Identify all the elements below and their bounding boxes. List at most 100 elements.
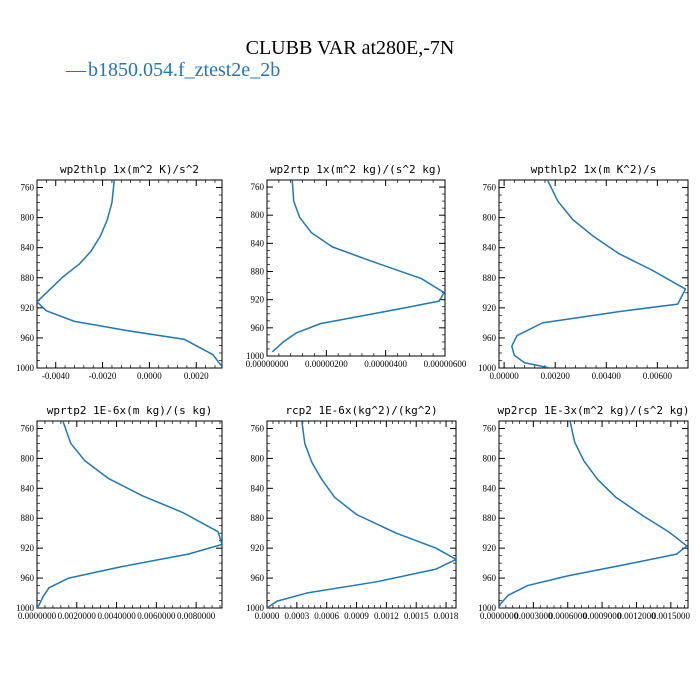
panel-6: wp2rcp 1E-3x(m^2 kg)/(s^2 kg)760 800 840 88… <box>478 404 690 621</box>
y-tick-label: 840 <box>21 243 35 253</box>
x-tick-label: 0.0012 <box>374 611 399 621</box>
y-tick-label: 880 <box>251 513 265 523</box>
y-tick-label: 960 <box>483 573 497 583</box>
x-tick-label: 0.00200 <box>541 371 571 381</box>
x-tick-label: 0.00000200 <box>305 359 348 369</box>
plot-frame <box>36 420 223 609</box>
x-tick-label: 0.0000 <box>255 611 280 621</box>
y-tick-label: 920 <box>251 295 265 305</box>
y-tick-label: 960 <box>251 573 265 583</box>
y-tick-label: 800 <box>21 453 35 463</box>
y-tick-label: 920 <box>251 543 265 553</box>
y-tick-label: 800 <box>483 453 497 463</box>
x-tick-label: 0.0000000 <box>480 611 519 621</box>
y-tick-label: 840 <box>251 238 265 248</box>
y-tick-label: 920 <box>483 543 497 553</box>
x-tick-label: 0.0000000 <box>18 611 57 621</box>
y-tick-label: 760 <box>21 183 35 193</box>
x-tick-label: 0.0012000 <box>617 611 656 621</box>
x-tick-label: 0.0003 <box>284 611 309 621</box>
x-tick-label: 0.00000000 <box>246 359 289 369</box>
x-tick-label: 0.0006000 <box>549 611 588 621</box>
legend-marker: — <box>65 59 87 81</box>
y-tick-label: 760 <box>483 423 497 433</box>
x-tick-label: 0.00000600 <box>424 359 467 369</box>
y-tick-label: 760 <box>483 183 497 193</box>
x-tick-label: 0.0009000 <box>583 611 622 621</box>
y-tick-label: 880 <box>483 513 497 523</box>
y-tick-label: 800 <box>251 453 265 463</box>
y-tick-label: 1000 <box>246 603 265 613</box>
y-tick-label: 1000 <box>478 603 497 613</box>
y-tick-label: 760 <box>21 423 35 433</box>
x-tick-label: 0.0006 <box>314 611 339 621</box>
panel-3: wpthlp2 1x(m K^2)/s 760 800 840 880 920 960 100… <box>478 163 689 381</box>
y-tick-label: 1000 <box>16 363 35 373</box>
x-tick-label: 0.0000 <box>137 371 162 381</box>
legend-label: b1850.054.f_ztest2e_2b <box>88 59 280 81</box>
x-tick-label: 0.0020000 <box>58 611 97 621</box>
y-tick-label: 840 <box>21 483 35 493</box>
series-line <box>37 421 222 608</box>
panel-title: wp2thlp 1x(m^2 K)/s^2 <box>60 163 199 176</box>
y-tick-label: 840 <box>251 483 265 493</box>
figure-title: CLUBB VAR at280E,-7N <box>246 37 455 59</box>
series-line <box>271 180 445 353</box>
y-tick-label: 960 <box>251 323 265 333</box>
plot-frame <box>498 420 689 609</box>
x-tick-label: 0.0018 <box>434 611 459 621</box>
panels: wp2thlp 1x(m^2 K)/s^2 760 800 840 880 920 960 1… <box>16 163 690 621</box>
y-tick-label: 880 <box>251 267 265 277</box>
x-tick-label: 0.0009 <box>344 611 369 621</box>
y-tick-label: 1000 <box>16 603 35 613</box>
y-tick-label: 800 <box>251 210 265 220</box>
panel-title: wp2rtp 1x(m^2 kg)/(s^2 kg) <box>270 163 442 176</box>
series-line <box>37 180 222 367</box>
y-tick-label: 920 <box>21 303 35 313</box>
y-tick-label: 800 <box>21 213 35 223</box>
y-tick-label: 800 <box>483 213 497 223</box>
y-tick-label: 840 <box>483 483 497 493</box>
panel-title: wprtp2 1E-6x(m kg)/(s kg) <box>47 404 213 417</box>
panel-title: wp2rcp 1E-3x(m^2 kg)/(s^2 kg) <box>497 404 689 417</box>
y-tick-label: 960 <box>21 333 35 343</box>
y-tick-label: 880 <box>483 273 497 283</box>
x-tick-label: -0.0020 <box>89 371 117 381</box>
x-tick-label: 0.00000400 <box>364 359 407 369</box>
x-tick-label: 0.0003000 <box>514 611 553 621</box>
x-tick-label: 0.00000 <box>489 371 519 381</box>
y-tick-label: 1000 <box>478 363 497 373</box>
x-tick-label: 0.0015 <box>404 611 429 621</box>
panel-4: wprtp2 1E-6x(m kg)/(s kg) 760 800 840 880 920… <box>16 404 223 621</box>
series-line <box>511 180 687 368</box>
y-tick-label: 880 <box>21 273 35 283</box>
x-tick-label: -0.0040 <box>42 371 70 381</box>
x-tick-label: 0.0015000 <box>652 611 691 621</box>
x-tick-label: 0.0080000 <box>177 611 216 621</box>
panel-2: wp2rtp 1x(m^2 kg)/(s^2 kg) 760 800 840 880 92… <box>246 163 467 369</box>
x-tick-label: 0.0020 <box>184 371 209 381</box>
series-line <box>267 421 456 608</box>
y-tick-label: 1000 <box>246 351 265 361</box>
y-tick-label: 760 <box>251 182 265 192</box>
y-tick-label: 840 <box>483 243 497 253</box>
x-tick-label: 0.0040000 <box>97 611 136 621</box>
panel-5: rcp2 1E-6x(kg^2)/(kg^2) 760 800 840 880 920 96… <box>246 404 459 621</box>
y-tick-label: 760 <box>251 423 265 433</box>
plot-frame <box>266 179 446 357</box>
panel-title: rcp2 1E-6x(kg^2)/(kg^2) <box>285 404 437 417</box>
x-tick-label: 0.00600 <box>643 371 673 381</box>
x-tick-label: 0.00400 <box>592 371 622 381</box>
panel-1: wp2thlp 1x(m^2 K)/s^2 760 800 840 880 920 960 1… <box>16 163 223 381</box>
series-line <box>499 421 688 608</box>
panel-title: wpthlp2 1x(m K^2)/s <box>531 163 657 176</box>
y-tick-label: 960 <box>21 573 35 583</box>
y-tick-label: 920 <box>483 303 497 313</box>
y-tick-label: 880 <box>21 513 35 523</box>
plot-frame <box>498 179 689 369</box>
y-tick-label: 920 <box>21 543 35 553</box>
x-tick-label: 0.0060000 <box>137 611 176 621</box>
plot-frame <box>266 420 457 609</box>
